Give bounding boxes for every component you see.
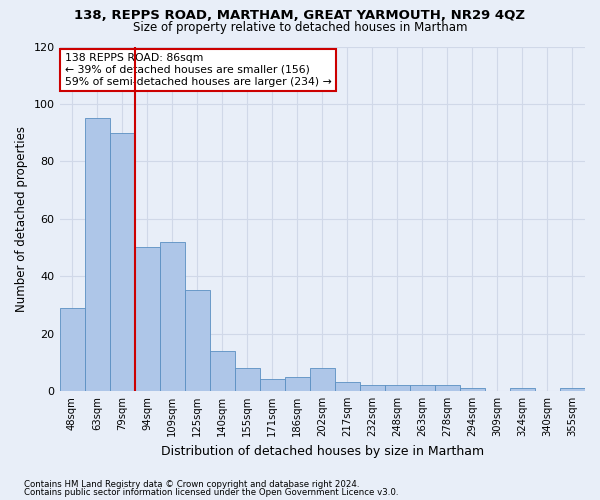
Bar [235,368,260,391]
Bar [59,308,85,391]
Text: 138, REPPS ROAD, MARTHAM, GREAT YARMOUTH, NR29 4QZ: 138, REPPS ROAD, MARTHAM, GREAT YARMOUTH… [74,9,526,22]
Bar [209,350,235,391]
Bar [110,132,134,391]
Bar [285,376,310,391]
Bar [460,388,485,391]
Text: Contains HM Land Registry data © Crown copyright and database right 2024.: Contains HM Land Registry data © Crown c… [24,480,359,489]
Bar [410,385,435,391]
Bar [260,380,285,391]
X-axis label: Distribution of detached houses by size in Martham: Distribution of detached houses by size … [161,444,484,458]
Bar [435,385,460,391]
Bar [385,385,410,391]
Bar [160,242,185,391]
Text: Size of property relative to detached houses in Martham: Size of property relative to detached ho… [133,21,467,34]
Bar [185,290,209,391]
Bar [360,385,385,391]
Bar [85,118,110,391]
Bar [134,248,160,391]
Text: 138 REPPS ROAD: 86sqm
← 39% of detached houses are smaller (156)
59% of semi-det: 138 REPPS ROAD: 86sqm ← 39% of detached … [65,54,332,86]
Bar [510,388,535,391]
Y-axis label: Number of detached properties: Number of detached properties [15,126,28,312]
Bar [310,368,335,391]
Bar [335,382,360,391]
Bar [560,388,585,391]
Text: Contains public sector information licensed under the Open Government Licence v3: Contains public sector information licen… [24,488,398,497]
